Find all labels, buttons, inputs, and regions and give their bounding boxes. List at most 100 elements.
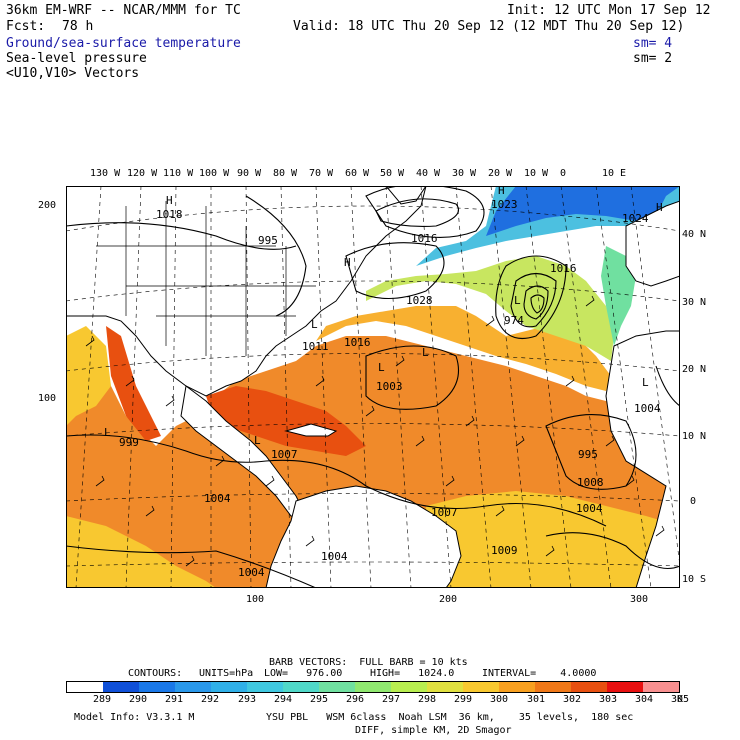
colorbar-tick: 304: [635, 694, 654, 705]
colorbar-swatch: [427, 682, 463, 692]
contour-units: UNITS=hPa: [199, 668, 254, 679]
contour-low: LOW= 976.00: [264, 668, 343, 679]
colorbar-tick: 302: [563, 694, 582, 705]
isobars: [66, 186, 680, 588]
pressure-value: 1004: [238, 566, 265, 579]
pressure-value: 1016: [411, 232, 438, 245]
lon-label: 50 W: [380, 168, 405, 179]
lat-label: 0: [690, 496, 697, 507]
grid-axis-bottom: 100 200 300: [66, 590, 680, 606]
pressure-value: 1018: [156, 208, 183, 221]
grid-label-x: 300: [630, 594, 649, 605]
colorbar-swatch: [499, 682, 535, 692]
colorbar-unit: K: [677, 694, 684, 705]
grid-label-y: 100: [38, 393, 57, 404]
colorbar-tick: 303: [599, 694, 618, 705]
high-pressure-marker: H: [166, 194, 173, 207]
lon-label: 110 W: [163, 168, 194, 179]
high-pressure-marker: H: [344, 256, 351, 269]
lon-label: 40 W: [416, 168, 441, 179]
init-time: Init: 12 UTC Mon 17 Sep 12: [507, 3, 711, 18]
colorbar-tick: 301: [527, 694, 546, 705]
pressure-labels: 1018 995 1016 1023 1024 1028 1016 974 1011 1016 10…: [119, 198, 661, 579]
colorbar-swatch: [319, 682, 355, 692]
colorbar-tick: 293: [238, 694, 257, 705]
colorbar-swatch: [247, 682, 283, 692]
colorbar-tick: 305: [671, 694, 690, 705]
forecast-label: Fcst:: [6, 19, 46, 34]
lon-label: 70 W: [309, 168, 334, 179]
pressure-value: 995: [578, 448, 598, 461]
colorbar-swatch: [103, 682, 139, 692]
lon-label: 10 W: [524, 168, 549, 179]
colorbar-swatch: [391, 682, 427, 692]
lat-label: 40 N: [682, 229, 707, 240]
model-title: 36km EM-WRF -- NCAR/MMM for TC: [6, 3, 241, 18]
colorbar-tick: 300: [490, 694, 509, 705]
south-atlantic: [426, 491, 680, 588]
colorbar-swatch: [283, 682, 319, 692]
colorbar-tick: 298: [418, 694, 437, 705]
lon-label: 60 W: [345, 168, 370, 179]
pressure-value: 974: [504, 314, 524, 327]
colorbar-swatch: [211, 682, 247, 692]
graticule: [66, 186, 680, 588]
colorbar-tick: 292: [201, 694, 220, 705]
colorbar-tick: 289: [93, 694, 112, 705]
pressure-value: 1007: [431, 506, 458, 519]
cuba: [284, 423, 338, 437]
colorbar-swatch: [463, 682, 499, 692]
pressure-value: 1028: [406, 294, 433, 307]
colorbar-swatch: [139, 682, 175, 692]
grid-label-y: 200: [38, 200, 57, 211]
grid-label-x: 100: [246, 594, 265, 605]
low-pressure-marker: L: [514, 294, 521, 307]
east-pacific-cool: [66, 326, 111, 426]
pressure-value: 1004: [576, 502, 603, 515]
pressure-value: 1008: [577, 476, 604, 489]
colorbar-tick: 296: [346, 694, 365, 705]
high-low-labels: H H H H L L L L L L L: [104, 186, 663, 447]
hot-pacific-coast: [106, 326, 161, 441]
lat-label: 10 N: [682, 431, 707, 442]
colorbar-swatch: [643, 682, 679, 692]
europe: [625, 200, 680, 287]
low-pressure-marker: L: [104, 426, 111, 439]
lon-label: 30 W: [452, 168, 477, 179]
lon-label: 130 W: [90, 168, 121, 179]
pressure-value: 1007: [271, 448, 298, 461]
model-info: Model Info: V3.3.1 M: [74, 712, 195, 723]
colorbar-swatch: [535, 682, 571, 692]
pressure-value: 1003: [376, 380, 403, 393]
valid-time: Valid: 18 UTC Thu 20 Sep 12 (12 MDT Thu …: [293, 19, 685, 34]
temperature-colorbar: [66, 681, 680, 693]
colorbar-swatch: [67, 682, 103, 692]
subtropical-ocean: [316, 306, 611, 391]
pressure-value: 1024: [622, 212, 649, 225]
colorbar-swatch: [355, 682, 391, 692]
lon-label: 120 W: [127, 168, 158, 179]
field-vectors: <U10,V10> Vectors: [6, 66, 140, 81]
barb-legend: BARB VECTORS: FULL BARB = 10 kts: [269, 657, 468, 668]
hot-gulf: [206, 386, 366, 456]
cold-north-atlantic: [486, 186, 680, 236]
colorbar-swatch: [607, 682, 643, 692]
pressure-value: 1011: [302, 340, 329, 353]
model-physics: YSU PBL WSM 6class Noah LSM 36 km, 35 le…: [266, 712, 634, 723]
colorbar-tick: 290: [129, 694, 148, 705]
high-pressure-marker: H: [498, 186, 505, 197]
low-pressure-marker: L: [254, 434, 261, 447]
grid-label-x: 200: [439, 594, 458, 605]
longitude-axis: 130 W 120 W 110 W 100 W 90 W 80 W 70 W 60 W 50 W…: [66, 168, 680, 184]
contour-interval: INTERVAL= 4.0000: [482, 668, 597, 679]
colorbar-tick: 299: [454, 694, 473, 705]
wind-barbs: [85, 295, 665, 567]
lon-label: 10 E: [602, 168, 627, 179]
lon-label: 80 W: [273, 168, 298, 179]
pressure-value: 1004: [204, 492, 231, 505]
low-pressure-marker: L: [378, 361, 385, 374]
lon-label: 0: [560, 168, 567, 179]
lat-label: 20 N: [682, 364, 707, 375]
field-pressure-smoothing: sm= 2: [633, 51, 673, 66]
weather-map: 1018 995 1016 1023 1024 1028 1016 974 1011 1016 10…: [66, 186, 680, 588]
